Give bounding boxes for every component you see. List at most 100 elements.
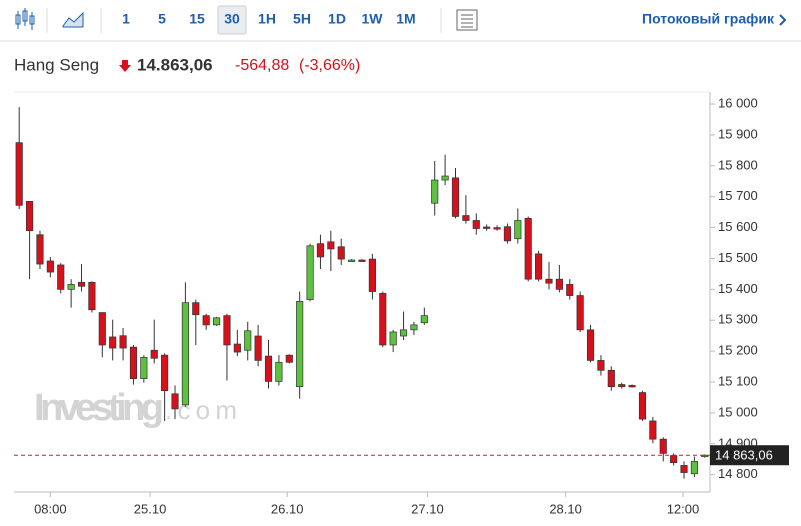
stream-link[interactable]: Потоковый график <box>642 11 775 27</box>
candle-body <box>483 226 491 229</box>
candle-body <box>638 392 647 420</box>
y-tick-label: 15 400 <box>718 281 758 296</box>
last-price-box <box>710 445 789 466</box>
price: 14.863,06 <box>137 55 213 74</box>
candle-body <box>57 264 65 290</box>
candle-body <box>566 284 574 296</box>
candle-body <box>555 278 563 290</box>
candle-body <box>586 329 595 361</box>
interval-button[interactable]: 1 <box>122 11 130 27</box>
candle-body <box>296 301 304 388</box>
interval-button[interactable]: 15 <box>189 11 205 27</box>
candle-body <box>67 284 75 290</box>
interval-button[interactable]: 5 <box>158 11 166 27</box>
candle-body <box>129 346 138 379</box>
x-tick-label: 27.10 <box>411 501 444 516</box>
candle-body <box>212 317 221 326</box>
candle-body <box>36 234 44 265</box>
candle-body <box>545 278 553 284</box>
candle-body <box>150 349 158 359</box>
candle-body <box>618 384 626 388</box>
index-name: Hang Seng <box>14 55 99 74</box>
candle-body <box>244 330 252 351</box>
y-tick-label: 15 200 <box>718 343 758 358</box>
down-arrow <box>119 60 131 72</box>
candle-body <box>420 315 428 324</box>
candle-body <box>327 241 335 250</box>
x-tick-label: 08:00 <box>34 501 67 516</box>
y-tick-label: 14 800 <box>718 466 758 481</box>
candle-body <box>472 220 480 229</box>
candle-body <box>337 246 345 260</box>
candle-body <box>368 258 376 292</box>
y-tick-label: 15 500 <box>718 250 758 265</box>
y-tick-label: 15 700 <box>718 188 758 203</box>
candle-body <box>441 175 449 181</box>
candle-body <box>379 293 387 346</box>
candle-body <box>275 361 283 382</box>
candle-body <box>46 260 54 273</box>
watermark: Investing <box>34 387 164 429</box>
y-tick-label: 15 000 <box>718 404 758 419</box>
candle-body <box>535 253 543 280</box>
candle-body <box>358 259 366 262</box>
y-tick-label: 15 800 <box>718 157 758 172</box>
link-arrow[interactable] <box>779 14 787 26</box>
candle-body <box>607 369 615 388</box>
candle-body <box>171 393 179 410</box>
x-tick-label: 28.10 <box>549 501 582 516</box>
x-tick-label: 12:00 <box>667 501 700 516</box>
candle-body <box>88 281 96 311</box>
candle-body <box>524 217 532 280</box>
candle-body <box>389 331 397 346</box>
candle-body <box>701 454 709 458</box>
candle-body <box>223 315 231 346</box>
candle-body <box>109 336 117 349</box>
interval-button[interactable]: 1W <box>362 11 384 27</box>
selected-interval <box>217 5 247 35</box>
candle-body <box>233 343 241 353</box>
change-percent: (-3,66%) <box>299 57 360 74</box>
candle-body <box>254 335 262 361</box>
candle-body <box>670 455 678 464</box>
x-tick-label: 26.10 <box>271 501 304 516</box>
y-tick-label: 15 600 <box>718 219 758 234</box>
interval-button[interactable]: 1H <box>258 11 276 27</box>
candle-body <box>119 335 127 349</box>
candle-body <box>514 220 522 240</box>
candle-body <box>316 243 325 258</box>
last-price-label: 14 863,06 <box>715 448 773 463</box>
interval-button[interactable]: 30 <box>224 11 240 27</box>
interval-button[interactable]: 1M <box>396 11 415 27</box>
y-tick-label: 15 300 <box>718 312 758 327</box>
change: -564,88 <box>235 57 289 74</box>
interval-button[interactable]: 1D <box>328 11 346 27</box>
candle-body <box>462 215 470 221</box>
x-tick-label: 25.10 <box>134 501 167 516</box>
y-tick-label: 15 900 <box>718 126 758 141</box>
candle-body <box>649 420 657 440</box>
candle-body <box>77 281 86 287</box>
candle-body <box>192 302 200 316</box>
interval-button[interactable]: 5H <box>293 11 311 27</box>
candle-body <box>26 200 34 232</box>
candle-body <box>680 465 688 473</box>
candle-body <box>597 360 605 371</box>
y-tick-label: 15 100 <box>718 373 758 388</box>
candle-body <box>306 245 314 300</box>
candle-body <box>503 226 512 242</box>
candle-icon[interactable] <box>15 8 35 30</box>
y-tick-label: 16 000 <box>718 95 758 110</box>
area-icon[interactable] <box>62 11 84 28</box>
candle-body <box>15 142 23 206</box>
candle-body <box>399 329 408 337</box>
candle-body <box>451 177 460 217</box>
candle-body <box>431 179 439 204</box>
candle-body <box>202 315 210 326</box>
table-icon[interactable] <box>456 9 478 31</box>
candle-body <box>690 461 698 475</box>
candle-body <box>285 354 293 363</box>
candle-body <box>140 356 148 379</box>
